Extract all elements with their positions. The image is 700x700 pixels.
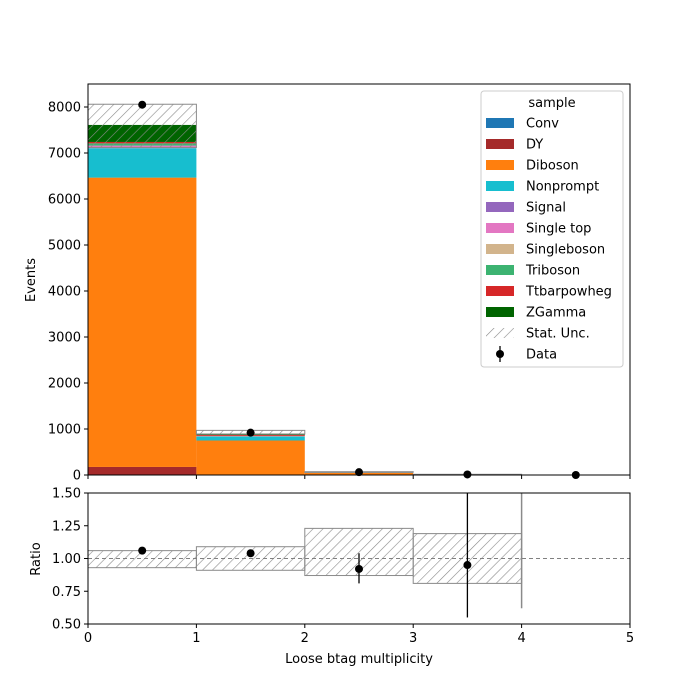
ratio-point <box>246 549 255 558</box>
stacked-bars <box>88 124 522 475</box>
bar-segment <box>88 148 197 178</box>
data-point <box>355 468 363 477</box>
y-tick-label: 6000 <box>48 193 81 208</box>
bar-segment <box>196 436 305 441</box>
ratio-y-tick-label: 1.50 <box>52 487 81 502</box>
ratio-point <box>463 561 472 570</box>
ratio-point <box>355 564 363 573</box>
ratio-x-tick-label: 0 <box>84 631 92 646</box>
legend: sample Conv DY Diboson Nonprompt Signal Singl… <box>480 90 624 368</box>
y-tick-label: 4000 <box>48 285 81 300</box>
legend-label: Signal <box>526 201 566 216</box>
ratio-point <box>138 546 147 555</box>
main-y-axis-label: Events <box>24 258 39 302</box>
ratio-y-axis-label: Ratio <box>29 542 44 575</box>
ratio-x-tick-label: 2 <box>301 631 309 646</box>
legend-swatch <box>486 223 514 233</box>
ratio-points <box>138 493 472 618</box>
y-tick-label: 2000 <box>48 377 81 392</box>
bar-segment <box>88 177 197 467</box>
legend-swatch <box>486 202 514 212</box>
legend-swatch <box>486 286 514 296</box>
ratio-y-tick-label: 1.25 <box>52 519 81 534</box>
main-x-ticks <box>87 475 631 479</box>
ratio-x-tick-label: 5 <box>626 631 634 646</box>
y-tick-label: 1000 <box>48 423 81 438</box>
legend-point <box>496 350 504 358</box>
legend-label: Diboson <box>526 159 579 174</box>
legend-label: Ttbarpowheg <box>525 285 612 300</box>
legend-label: Stat. Unc. <box>526 327 590 342</box>
legend-label: Data <box>526 348 557 363</box>
legend-swatch <box>486 307 514 317</box>
legend-label: Triboson <box>525 264 580 279</box>
legend-label: ZGamma <box>526 306 586 321</box>
main-axes-frame <box>87 83 631 476</box>
ratio-y-ticks: 0.50 0.75 1.00 1.25 1.50 <box>52 487 88 633</box>
x-axis-label: Loose btag multiplicity <box>285 652 433 667</box>
y-tick-label: 0 <box>73 469 81 484</box>
data-points <box>138 100 580 479</box>
bar-segment <box>196 440 305 475</box>
legend-swatch <box>486 265 514 275</box>
bar-segment <box>88 466 197 475</box>
ratio-y-tick-label: 0.50 <box>52 618 81 633</box>
ratio-plot: 0.50 0.75 1.00 1.25 1.50 0 1 2 3 4 5 Ratio Loose … <box>29 487 634 668</box>
ratio-x-tick-label: 3 <box>409 631 417 646</box>
ratio-x-ticks: 0 1 2 3 4 5 <box>84 624 634 646</box>
legend-swatch <box>486 118 514 128</box>
ratio-unc-band <box>87 493 523 609</box>
y-tick-label: 7000 <box>48 147 81 162</box>
data-point <box>138 100 147 109</box>
legend-title: sample <box>528 96 575 111</box>
legend-label: DY <box>526 138 543 153</box>
legend-label: Conv <box>526 117 559 132</box>
y-tick-label: 5000 <box>48 239 81 254</box>
data-point <box>246 428 255 437</box>
main-y-ticks: 0 1000 2000 3000 4000 5000 6000 7000 8000 <box>48 101 88 484</box>
legend-swatch <box>486 139 514 149</box>
legend-label: Singleboson <box>526 243 605 258</box>
stat-unc-band <box>87 103 523 476</box>
ratio-x-tick-label: 1 <box>192 631 200 646</box>
data-point <box>463 470 472 479</box>
legend-swatch <box>486 244 514 254</box>
y-tick-label: 3000 <box>48 331 81 346</box>
legend-swatch <box>486 160 514 170</box>
legend-label: Nonprompt <box>526 180 599 195</box>
ratio-y-tick-label: 1.00 <box>52 552 81 567</box>
main-plot: 0 1000 2000 3000 4000 5000 6000 7000 8000 Events <box>24 83 631 484</box>
y-tick-label: 8000 <box>48 101 81 116</box>
ratio-x-tick-label: 4 <box>517 631 525 646</box>
legend-label: Single top <box>526 222 591 237</box>
legend-swatch <box>486 181 514 191</box>
legend-swatch-hatch <box>486 328 514 338</box>
ratio-y-tick-label: 0.75 <box>52 585 81 600</box>
stat-unc-box <box>87 103 197 148</box>
legend-frame <box>480 90 624 368</box>
legend-items: Conv DY Diboson Nonprompt Signal Single top Si… <box>486 117 612 363</box>
